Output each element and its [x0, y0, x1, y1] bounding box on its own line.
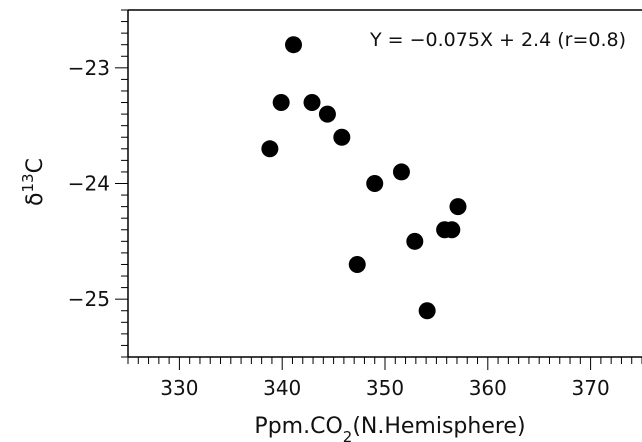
data-point — [366, 175, 384, 192]
y-tick-label: −25 — [68, 287, 110, 311]
data-point — [333, 128, 351, 146]
data-point — [392, 163, 410, 181]
data-point — [261, 140, 279, 158]
data-point — [348, 255, 366, 273]
y-axis-ticks: −23 −24 −25 — [68, 9, 128, 358]
x-tick-label: 370 — [572, 376, 610, 400]
x-tick-label: 360 — [469, 376, 507, 400]
data-point — [449, 198, 467, 216]
x-tick-label: 330 — [160, 376, 198, 400]
data-points — [261, 36, 467, 320]
data-point — [272, 94, 290, 112]
y-axis-title: δ13C — [19, 158, 48, 206]
regression-equation: Y = −0.075X + 2.4 (r=0.8) — [369, 29, 626, 51]
x-tick-label: 340 — [263, 376, 301, 400]
data-point — [318, 105, 336, 123]
x-tick-label: 350 — [366, 376, 404, 400]
data-point — [285, 36, 303, 54]
data-point — [418, 302, 436, 320]
y-tick-label: −23 — [68, 56, 110, 80]
data-point — [303, 94, 321, 112]
data-point — [443, 221, 461, 239]
x-axis-ticks: 330 340 350 360 370 — [127, 357, 642, 400]
data-point — [406, 232, 424, 250]
y-tick-label: −24 — [68, 172, 110, 196]
plot-frame — [127, 9, 642, 358]
x-axis-title: Ppm.CO2(N.Hemisphere) — [254, 414, 525, 442]
